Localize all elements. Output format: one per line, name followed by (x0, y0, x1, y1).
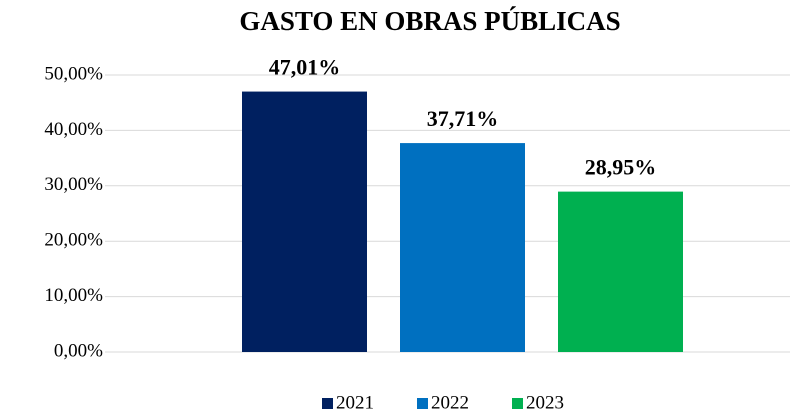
y-tick-label: 10,00% (44, 285, 103, 306)
y-tick-label: 20,00% (44, 230, 103, 251)
legend-label: 2022 (431, 392, 469, 413)
chart-title: GASTO EN OBRAS PÚBLICAS (239, 6, 620, 36)
legend-swatch (417, 398, 428, 409)
legend-swatch (512, 398, 523, 409)
bar (242, 91, 367, 352)
value-label: 28,95% (585, 155, 657, 180)
bar (400, 143, 525, 352)
value-label: 47,01% (269, 55, 341, 80)
legend-label: 2021 (336, 392, 374, 413)
y-tick-label: 50,00% (44, 63, 103, 84)
legend-swatch (322, 398, 333, 409)
value-label: 37,71% (427, 106, 499, 131)
y-tick-label: 30,00% (44, 174, 103, 195)
legend-label: 2023 (526, 392, 564, 413)
y-tick-label: 40,00% (44, 119, 103, 140)
y-tick-label: 0,00% (54, 340, 103, 361)
bar (558, 191, 683, 352)
